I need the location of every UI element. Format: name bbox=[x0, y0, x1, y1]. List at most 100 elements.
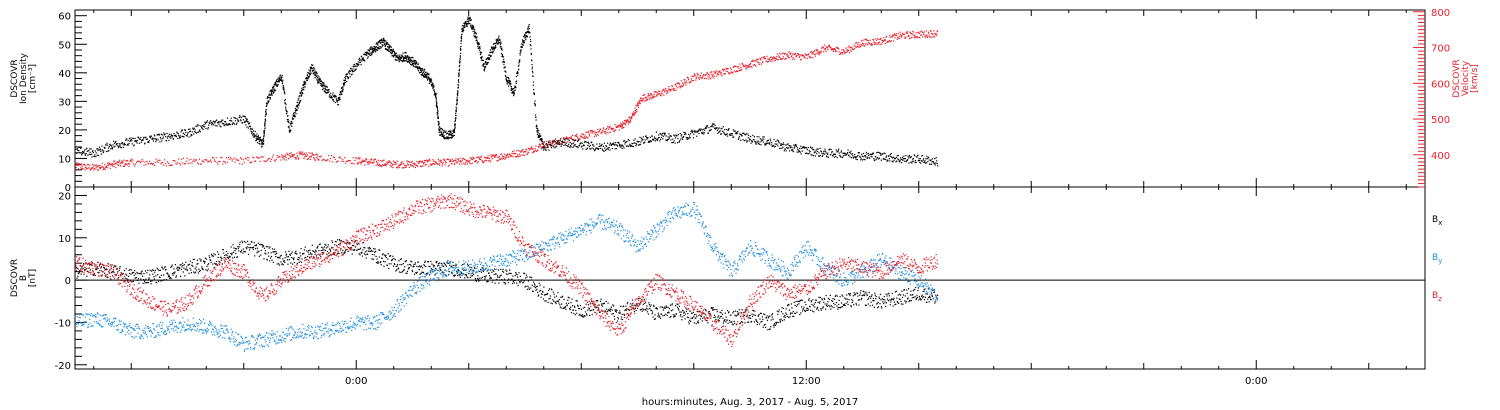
density-series-point bbox=[308, 76, 310, 78]
velocity-series-point bbox=[917, 31, 919, 33]
density-series-point bbox=[639, 143, 641, 145]
velocity-series-point bbox=[297, 156, 299, 158]
density-series-point bbox=[413, 60, 415, 62]
density-series-point bbox=[698, 129, 700, 131]
velocity-series-point bbox=[919, 31, 921, 33]
density-series-point bbox=[505, 75, 507, 77]
density-series-point bbox=[261, 142, 263, 144]
density-series-point bbox=[335, 95, 337, 98]
bx-series-point bbox=[101, 274, 103, 276]
density-series-point bbox=[236, 118, 238, 120]
density-series-point bbox=[899, 161, 901, 163]
velocity-series-point bbox=[546, 140, 548, 142]
density-series-point bbox=[177, 137, 179, 140]
density-series-point bbox=[936, 160, 938, 162]
velocity-series-point bbox=[105, 166, 107, 168]
velocity-series-point bbox=[606, 131, 608, 133]
density-series-point bbox=[502, 61, 504, 63]
bx-series-point bbox=[83, 263, 85, 265]
velocity-series-point bbox=[683, 81, 686, 83]
density-series-point bbox=[378, 47, 380, 50]
density-series-point bbox=[548, 149, 550, 151]
velocity-series-point bbox=[130, 160, 132, 162]
density-series-point bbox=[345, 78, 347, 80]
density-series-point bbox=[174, 134, 176, 136]
density-series-point bbox=[858, 152, 860, 154]
velocity-series-point bbox=[98, 165, 100, 167]
velocity-series-point bbox=[323, 158, 325, 160]
density-series-point bbox=[589, 144, 591, 146]
density-series-point bbox=[276, 85, 278, 87]
density-series-point bbox=[480, 57, 482, 59]
bx-series-point bbox=[118, 269, 120, 271]
density-series-point bbox=[539, 138, 541, 140]
velocity-series-point bbox=[396, 160, 398, 162]
density-series-point bbox=[824, 148, 826, 150]
density-series-point bbox=[701, 129, 703, 131]
density-series-point bbox=[862, 159, 864, 161]
velocity-series-point bbox=[285, 154, 287, 156]
velocity-series-point bbox=[441, 165, 443, 167]
density-series-point bbox=[816, 148, 818, 150]
density-series-point bbox=[261, 145, 263, 147]
density-series-point bbox=[246, 119, 248, 121]
bx-series-point bbox=[133, 274, 135, 276]
velocity-series-point bbox=[671, 86, 673, 88]
velocity-series-point bbox=[773, 58, 775, 60]
velocity-series-point bbox=[772, 58, 774, 60]
density-series-point bbox=[473, 32, 475, 34]
velocity-series-point bbox=[405, 165, 408, 167]
density-series-point bbox=[426, 74, 428, 76]
velocity-series-point bbox=[528, 149, 530, 151]
density-series-point bbox=[445, 130, 447, 132]
bx-series-point bbox=[138, 282, 140, 284]
density-series-point bbox=[257, 137, 259, 139]
density-series-point bbox=[642, 139, 644, 141]
velocity-series-point bbox=[615, 126, 617, 128]
velocity-series-point bbox=[682, 85, 684, 87]
density-series-point bbox=[430, 78, 432, 80]
density-series-point bbox=[230, 117, 232, 119]
density-series-point bbox=[727, 135, 729, 137]
density-series-point bbox=[369, 50, 371, 52]
density-series-point bbox=[582, 148, 584, 150]
density-series-point bbox=[758, 143, 761, 145]
velocity-series-point bbox=[223, 160, 225, 162]
density-series-point bbox=[848, 151, 851, 153]
density-series-point bbox=[414, 62, 416, 64]
velocity-series-point bbox=[878, 41, 881, 43]
density-series-point bbox=[231, 120, 233, 122]
velocity-series-point bbox=[338, 157, 340, 159]
velocity-series-point bbox=[889, 36, 891, 38]
density-series-point bbox=[728, 128, 730, 130]
density-series-point bbox=[329, 94, 331, 96]
velocity-series-point bbox=[921, 30, 923, 32]
density-series-point bbox=[634, 142, 636, 144]
velocity-series-point bbox=[603, 128, 605, 130]
velocity-series-point bbox=[919, 37, 921, 39]
density-series-point bbox=[468, 22, 470, 24]
bx-series-point bbox=[128, 275, 130, 277]
velocity-series-point bbox=[301, 152, 303, 154]
density-series-point bbox=[470, 19, 472, 21]
density-series-point bbox=[409, 58, 412, 60]
density-series-point bbox=[705, 127, 707, 129]
density-series-point bbox=[343, 83, 346, 85]
density-series-point bbox=[849, 156, 851, 158]
bx-series-point bbox=[176, 268, 178, 270]
velocity-series-point bbox=[696, 76, 698, 78]
density-series-point bbox=[512, 88, 514, 90]
density-series-point bbox=[913, 160, 915, 162]
velocity-series-point bbox=[487, 157, 489, 159]
density-series-point bbox=[601, 148, 604, 150]
density-series-point bbox=[269, 97, 271, 99]
density-series-point bbox=[558, 143, 560, 145]
density-series-point bbox=[722, 126, 724, 128]
density-series-point bbox=[623, 140, 625, 142]
density-series-point bbox=[295, 113, 297, 115]
velocity-series-point bbox=[537, 149, 539, 151]
density-series-point bbox=[107, 147, 109, 149]
density-series-point bbox=[365, 52, 367, 55]
density-series-point bbox=[758, 136, 760, 138]
